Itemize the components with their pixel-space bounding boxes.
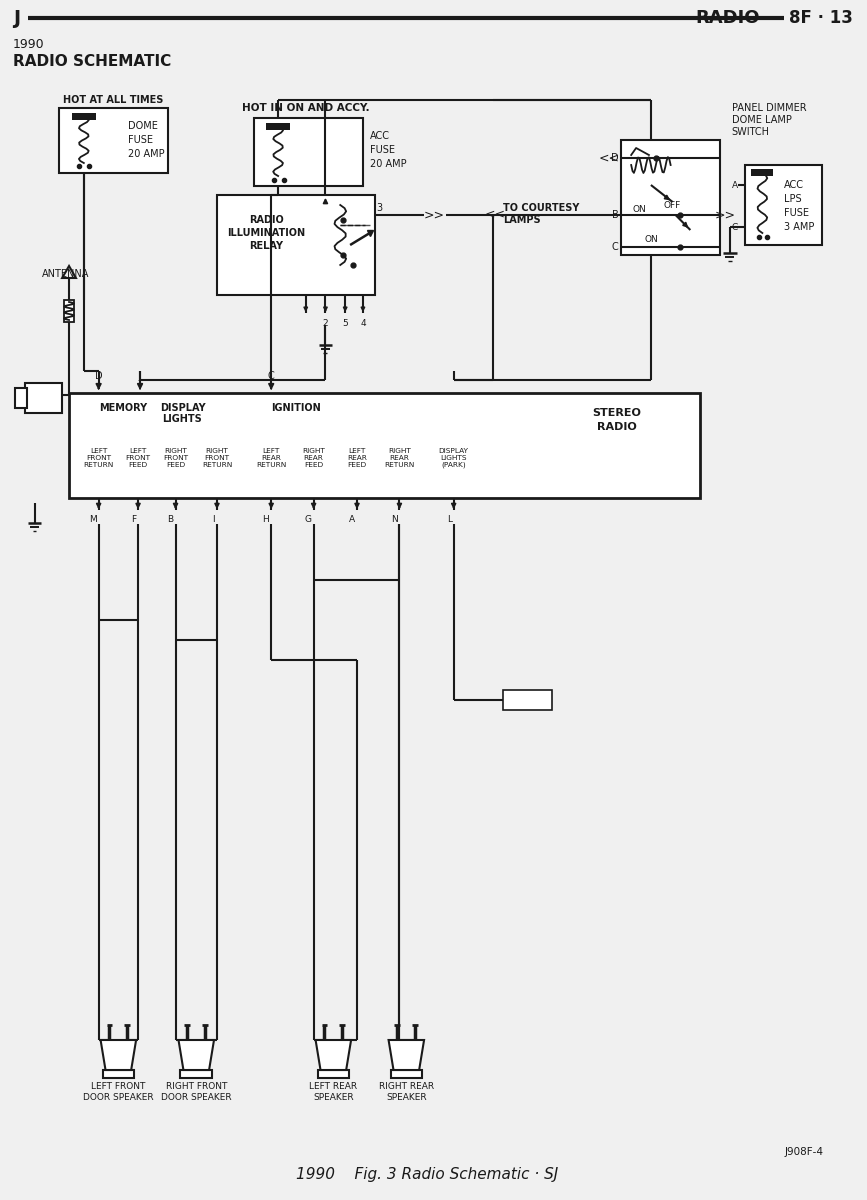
- Text: RIGHT
FRONT
RETURN: RIGHT FRONT RETURN: [202, 448, 232, 468]
- Bar: [102, 1070, 134, 1078]
- Text: OFF: OFF: [664, 200, 681, 210]
- Text: DOME: DOME: [128, 121, 158, 131]
- Text: RIGHT
REAR
FEED: RIGHT REAR FEED: [303, 448, 325, 468]
- Text: DISPLAY
LIGHTS
(PARK): DISPLAY LIGHTS (PARK): [439, 448, 469, 468]
- Text: M: M: [89, 516, 96, 524]
- Text: J: J: [13, 8, 20, 28]
- Text: F: F: [131, 516, 136, 524]
- Text: LEFT
REAR
RETURN: LEFT REAR RETURN: [256, 448, 286, 468]
- Text: LEFT REAR
SPEAKER: LEFT REAR SPEAKER: [310, 1082, 357, 1102]
- Text: ACC: ACC: [370, 131, 390, 140]
- Bar: [254, 118, 363, 186]
- Text: LEFT FRONT
DOOR SPEAKER: LEFT FRONT DOOR SPEAKER: [83, 1082, 153, 1102]
- Text: RADIO: RADIO: [695, 8, 759, 26]
- Text: ON: ON: [644, 235, 658, 245]
- Text: >>: >>: [714, 209, 735, 222]
- Text: 1990    Fig. 3 Radio Schematic · SJ: 1990 Fig. 3 Radio Schematic · SJ: [296, 1168, 558, 1182]
- Text: LIGHTS: LIGHTS: [163, 414, 202, 424]
- Text: PANEL DIMMER: PANEL DIMMER: [732, 103, 806, 113]
- Text: DISPLAY: DISPLAY: [160, 403, 205, 413]
- Text: <<: <<: [599, 151, 620, 164]
- Text: C: C: [611, 242, 618, 252]
- Text: 20 AMP: 20 AMP: [370, 158, 407, 169]
- Bar: [390, 1070, 422, 1078]
- Text: 2: 2: [323, 318, 329, 328]
- Text: RIGHT
REAR
RETURN: RIGHT REAR RETURN: [384, 448, 414, 468]
- Text: RADIO: RADIO: [249, 215, 284, 226]
- Text: HOT IN ON AND ACCY.: HOT IN ON AND ACCY.: [242, 103, 369, 113]
- Text: I: I: [212, 516, 215, 524]
- Text: C: C: [732, 222, 738, 232]
- Text: FUSE: FUSE: [128, 134, 153, 145]
- Text: LEFT
REAR
FEED: LEFT REAR FEED: [347, 448, 367, 468]
- Text: STEREO: STEREO: [592, 408, 641, 418]
- Text: 4: 4: [360, 318, 366, 328]
- Text: LEFT
FRONT
RETURN: LEFT FRONT RETURN: [83, 448, 114, 468]
- Text: C: C: [268, 371, 275, 382]
- Bar: [15, 388, 27, 408]
- Bar: [59, 108, 167, 173]
- Bar: [503, 690, 552, 710]
- Bar: [69, 392, 701, 498]
- Bar: [64, 300, 74, 322]
- Bar: [752, 169, 773, 176]
- Text: TO COURTESY: TO COURTESY: [503, 203, 579, 214]
- Text: J908F-4: J908F-4: [785, 1147, 824, 1157]
- Text: D: D: [610, 152, 618, 163]
- Text: A: A: [349, 516, 355, 524]
- Text: FUSE: FUSE: [370, 145, 394, 155]
- Bar: [24, 383, 62, 413]
- Text: D: D: [95, 371, 102, 382]
- Text: ACC: ACC: [784, 180, 804, 190]
- Polygon shape: [179, 1040, 214, 1070]
- Text: MEMORY: MEMORY: [99, 403, 147, 413]
- Text: B: B: [611, 210, 618, 220]
- Text: H: H: [263, 516, 270, 524]
- Text: >>: >>: [423, 209, 445, 222]
- Text: <<: <<: [485, 208, 505, 221]
- Text: B: B: [167, 516, 173, 524]
- Text: ON: ON: [632, 205, 646, 215]
- Text: HOT AT ALL TIMES: HOT AT ALL TIMES: [63, 95, 164, 104]
- Text: RADIO SCHEMATIC: RADIO SCHEMATIC: [13, 54, 171, 70]
- Text: DOME LAMP: DOME LAMP: [732, 115, 792, 125]
- Text: SWITCH: SWITCH: [732, 127, 770, 137]
- Text: LAMPS: LAMPS: [503, 215, 541, 226]
- Polygon shape: [388, 1040, 424, 1070]
- Text: 20 AMP: 20 AMP: [128, 149, 165, 158]
- Bar: [317, 1070, 349, 1078]
- Text: LEFT
FRONT
FEED: LEFT FRONT FEED: [126, 448, 151, 468]
- Bar: [266, 122, 290, 130]
- Text: 8F · 13: 8F · 13: [789, 8, 853, 26]
- Text: L: L: [447, 516, 452, 524]
- Text: RIGHT
FRONT
FEED: RIGHT FRONT FEED: [163, 448, 188, 468]
- Text: RELAY: RELAY: [250, 241, 284, 251]
- Text: LPS: LPS: [784, 194, 802, 204]
- Text: ANTENNA: ANTENNA: [42, 269, 90, 278]
- Text: 5: 5: [342, 318, 348, 328]
- Bar: [72, 113, 95, 120]
- Text: A: A: [732, 180, 738, 190]
- Text: ILLUMINATION: ILLUMINATION: [227, 228, 305, 238]
- Polygon shape: [101, 1040, 136, 1070]
- Bar: [745, 164, 822, 245]
- Bar: [180, 1070, 212, 1078]
- Text: G: G: [304, 516, 311, 524]
- Text: N: N: [391, 516, 397, 524]
- Text: IGNITION: IGNITION: [271, 403, 321, 413]
- Text: FUSE: FUSE: [784, 208, 809, 218]
- Text: RIGHT REAR
SPEAKER: RIGHT REAR SPEAKER: [379, 1082, 434, 1102]
- Text: 3: 3: [376, 203, 382, 214]
- Text: RADIO: RADIO: [596, 422, 636, 432]
- Text: RIGHT FRONT
DOOR SPEAKER: RIGHT FRONT DOOR SPEAKER: [161, 1082, 231, 1102]
- Bar: [217, 194, 375, 295]
- Text: J: J: [139, 371, 141, 382]
- Text: 1990: 1990: [13, 37, 44, 50]
- Text: 3 AMP: 3 AMP: [784, 222, 814, 232]
- Polygon shape: [316, 1040, 351, 1070]
- Bar: [622, 140, 720, 254]
